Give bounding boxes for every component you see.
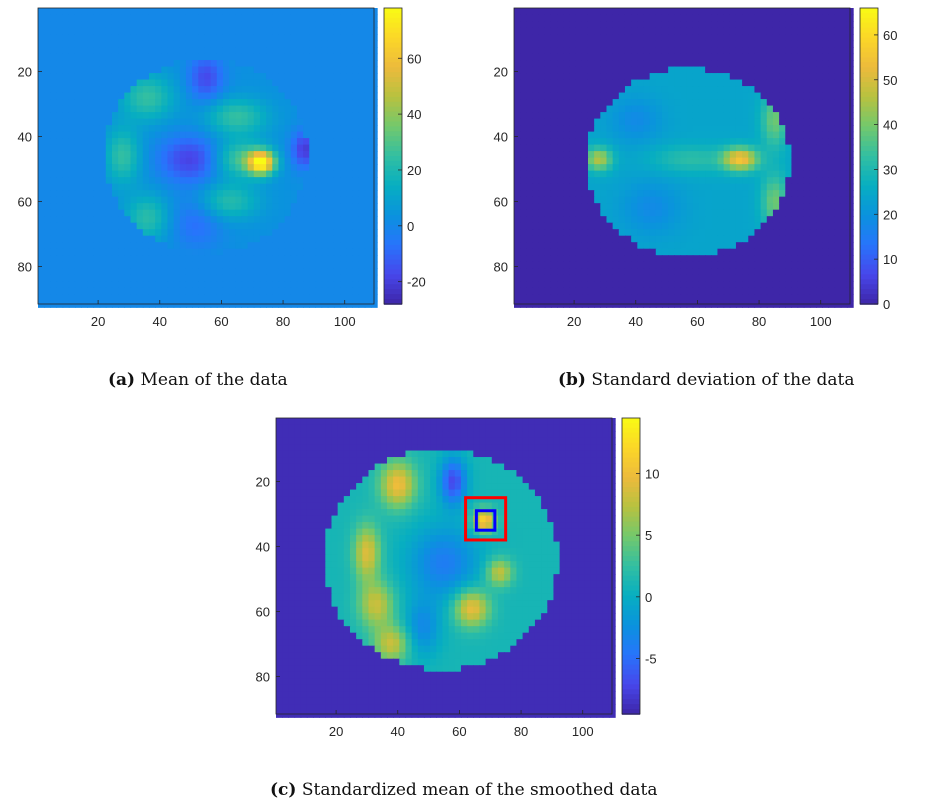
caption-a-text: Mean of the data (140, 370, 288, 390)
y-tick-label: 80 (18, 260, 32, 275)
colorbar (384, 8, 402, 305)
colorbar-tick-label: 0 (645, 590, 652, 605)
colorbar-tick-label: -20 (407, 275, 426, 290)
caption-a-label: (a) (108, 370, 136, 390)
caption-c: (c) Standardized mean of the smoothed da… (270, 780, 657, 800)
caption-c-label: (c) (270, 780, 297, 800)
colorbar-tick-label: 20 (407, 163, 421, 178)
colorbar-tick-label: 40 (407, 107, 421, 122)
y-tick-label: 40 (18, 129, 32, 144)
colorbar-tick-label: -5 (645, 652, 657, 667)
axes-frame (513, 7, 851, 305)
x-tick-label: 60 (452, 724, 466, 739)
colorbar-tick-label: 50 (883, 73, 897, 88)
x-tick-label: 100 (572, 724, 594, 739)
x-tick-label: 80 (276, 314, 290, 329)
heatmap-cells (276, 418, 616, 718)
colorbar-frame (621, 417, 641, 715)
caption-c-text: Standardized mean of the smoothed data (301, 780, 658, 800)
y-tick-label: 60 (18, 195, 32, 210)
colorbar-tick-label: 10 (645, 467, 659, 482)
x-tick-label: 100 (810, 314, 832, 329)
colorbar-tick-label: 20 (883, 207, 897, 222)
colorbar-tick-label: 10 (883, 252, 897, 267)
x-tick-label: 40 (391, 724, 405, 739)
y-tick-label: 40 (256, 539, 270, 554)
heatmap-chart-c: 20 40 60 80 100 20 40 60 80 -5 0 5 10 (256, 417, 659, 739)
axes-frame (275, 417, 613, 715)
heatmap-chart-b: 20 40 60 80 100 20 40 60 80 0 10 20 30 40 50 60 (494, 7, 897, 329)
y-tick-label: 40 (494, 129, 508, 144)
roi-box (474, 509, 497, 532)
colorbar-tick-label: 40 (883, 118, 897, 133)
x-tick-label: 20 (91, 314, 105, 329)
colorbar-tick-label: 0 (407, 219, 414, 234)
colorbar-tick-label: 60 (407, 51, 421, 66)
axes-frame (37, 7, 375, 305)
x-tick-label: 80 (514, 724, 528, 739)
y-tick-label: 60 (256, 605, 270, 620)
colorbar-tick-label: 60 (883, 28, 897, 43)
colorbar-frame (383, 7, 403, 305)
heatmap-cells (38, 8, 378, 308)
panel-c: 20 40 60 80 100 20 40 60 80 -5 0 5 10 (c) Standardiz… (238, 410, 714, 809)
y-tick-label: 20 (18, 64, 32, 79)
caption-b-label: (b) (558, 370, 586, 390)
x-tick-label: 40 (153, 314, 167, 329)
x-tick-label: 80 (752, 314, 766, 329)
colorbar-tick-label: 30 (883, 162, 897, 177)
caption-b: (b) Standard deviation of the data (558, 370, 855, 390)
x-tick-label: 20 (567, 314, 581, 329)
colorbar (622, 418, 640, 715)
heatmap-cells (514, 8, 854, 308)
caption-a: (a) Mean of the data (108, 370, 288, 390)
y-tick-label: 60 (494, 195, 508, 210)
x-tick-label: 40 (629, 314, 643, 329)
y-tick-label: 20 (494, 64, 508, 79)
x-tick-label: 20 (329, 724, 343, 739)
x-tick-label: 60 (690, 314, 704, 329)
y-tick-label: 20 (256, 474, 270, 489)
roi-box (464, 496, 508, 542)
colorbar-tick-label: 0 (883, 297, 890, 312)
y-tick-label: 80 (256, 670, 270, 685)
caption-b-text: Standard deviation of the data (591, 370, 855, 390)
panel-b: 20 40 60 80 100 20 40 60 80 0 10 20 30 40 50 60 (b) Sta… (476, 0, 952, 400)
panel-a: 20 40 60 80 100 20 40 60 80 -20 0 20 40 60 (a) Mean o… (0, 0, 476, 400)
x-tick-label: 100 (334, 314, 356, 329)
x-tick-label: 60 (214, 314, 228, 329)
heatmap-chart-a: 20 40 60 80 100 20 40 60 80 -20 0 20 40 60 (18, 7, 426, 329)
colorbar-frame (859, 7, 879, 305)
colorbar (860, 8, 878, 305)
y-tick-label: 80 (494, 260, 508, 275)
colorbar-tick-label: 5 (645, 528, 652, 543)
